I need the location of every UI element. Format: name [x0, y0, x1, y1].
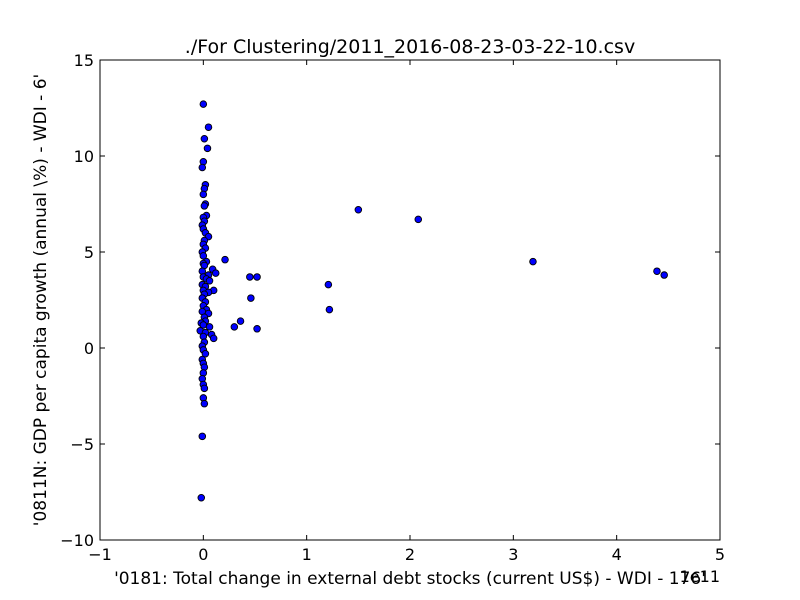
y-tick-label: 10: [74, 147, 94, 166]
plot-area: [99, 59, 721, 541]
y-tick-label: 5: [84, 243, 94, 262]
data-point: [199, 190, 208, 199]
data-point: [221, 255, 229, 264]
data-points: [196, 100, 668, 502]
data-point: [325, 305, 334, 314]
data-point: [200, 134, 209, 143]
data-point: [246, 273, 254, 281]
chart-title: ./For Clustering/2011_2016-08-23-03-22-1…: [185, 36, 635, 58]
data-point: [253, 273, 261, 281]
data-point: [354, 206, 363, 214]
x-tick-label: 2: [405, 545, 415, 564]
data-point: [211, 269, 220, 277]
data-point: [660, 271, 668, 279]
data-point: [529, 257, 537, 266]
x-tick-label: 3: [508, 545, 518, 564]
x-tick-label: 4: [612, 545, 622, 564]
data-point: [200, 202, 209, 210]
data-point: [204, 123, 213, 131]
x-tick-label: −1: [88, 545, 112, 564]
data-point: [253, 325, 261, 333]
data-point: [205, 323, 214, 331]
x-tick-label: 0: [198, 545, 208, 564]
data-point: [198, 163, 207, 172]
x-tick-label: 5: [715, 545, 725, 564]
data-point: [205, 277, 214, 285]
data-point: [199, 100, 208, 108]
data-point: [200, 399, 209, 408]
x-axis-label: '0181: Total change in external debt sto…: [114, 569, 706, 589]
data-point: [200, 384, 209, 393]
x-tick-label: 1: [302, 545, 312, 564]
data-point: [414, 215, 423, 224]
data-point: [247, 294, 255, 302]
data-point: [209, 334, 218, 343]
y-tick-label: −5: [70, 435, 94, 454]
y-axis-label: '0811N: GDP per capita growth (annual \%…: [31, 74, 51, 526]
data-point: [201, 350, 210, 358]
y-tick-label: 0: [84, 339, 94, 358]
data-point: [197, 494, 206, 502]
y-tick-label: −10: [60, 531, 94, 550]
data-point: [230, 323, 239, 331]
data-point: [199, 252, 208, 260]
x-axis-offset-label: 1e11: [680, 567, 720, 586]
data-point: [203, 144, 212, 153]
data-point: [236, 317, 245, 325]
data-point: [653, 267, 661, 275]
data-point: [198, 432, 207, 441]
y-tick-label: 15: [74, 51, 94, 70]
data-point: [324, 280, 333, 289]
